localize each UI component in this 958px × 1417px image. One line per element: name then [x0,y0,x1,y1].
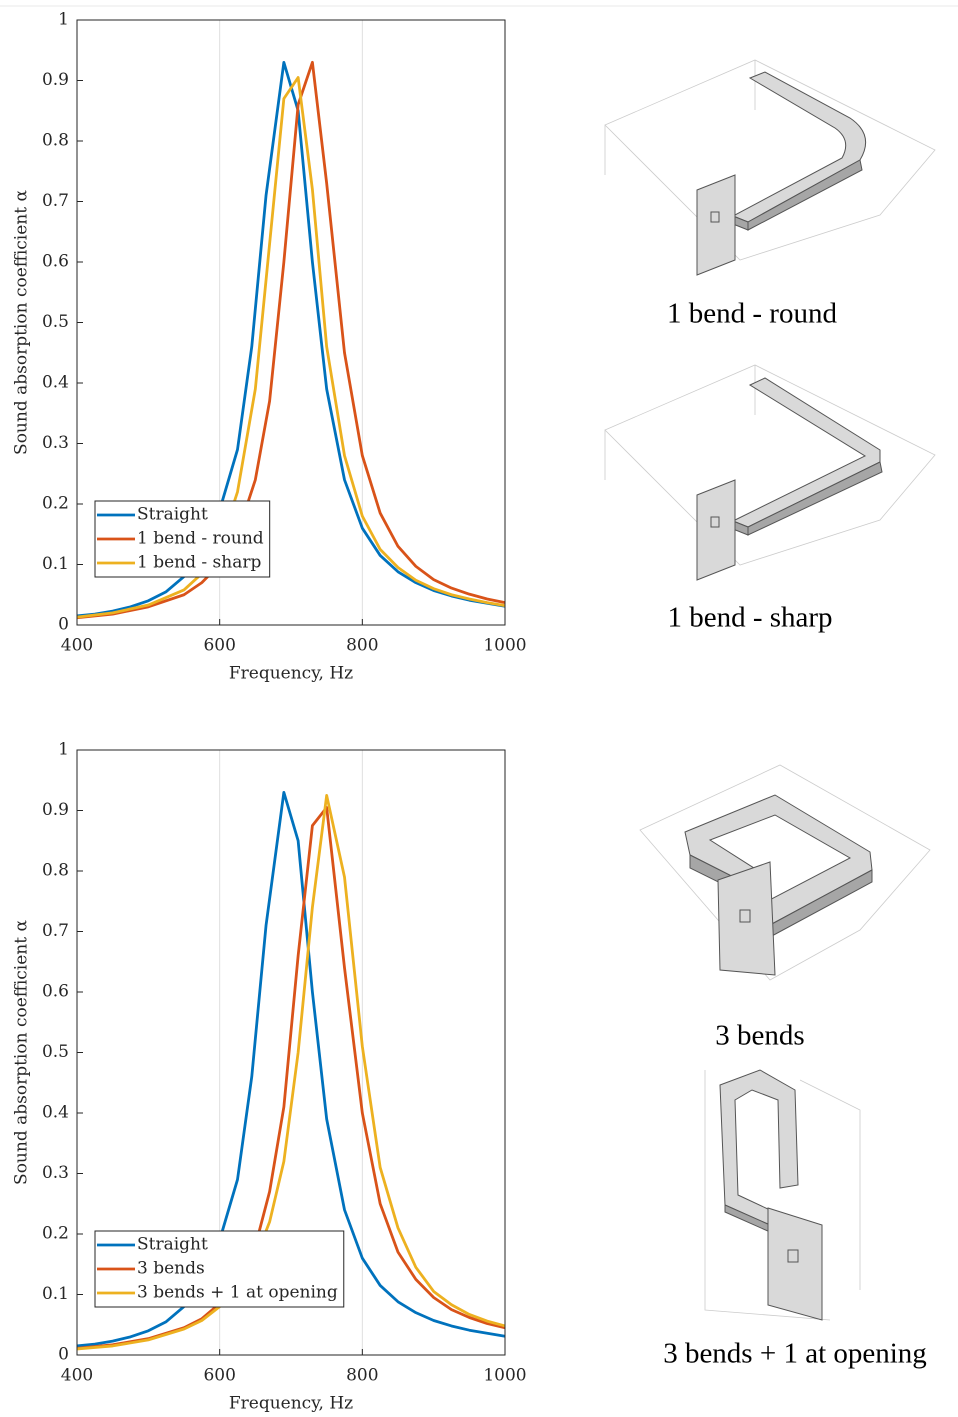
y-tick-label: 0.8 [42,861,69,881]
legend-label: 3 bends [137,1259,205,1279]
legend-label: 1 bend - round [137,529,264,549]
y-axis-title: Sound absorption coefficient α [12,920,32,1185]
x-axis-title: Frequency, Hz [229,1394,353,1414]
x-axis-title: Frequency, Hz [229,664,353,684]
figure: 400 600 800 1000 0 0.1 0.2 0.3 0.4 0.5 0.6 0.7 0.8 0.… [0,0,958,1417]
figure-caption: 3 bends [715,1020,804,1052]
legend-label: 3 bends + 1 at opening [137,1283,338,1303]
figure-caption: 1 bend - round [667,298,837,330]
y-tick-label: 0.8 [42,131,69,151]
x-tick-label: 600 [203,1366,235,1386]
model-1-bend-round [605,60,935,275]
y-tick-label: 0.1 [42,1284,69,1304]
x-tick-label: 400 [61,1366,93,1386]
y-axis-title: Sound absorption coefficient α [12,190,32,455]
model-1-bend-sharp [605,365,935,580]
y-tick-label: 0.3 [42,433,69,453]
y-tick-label: 0.9 [42,70,69,90]
y-tick-label: 0.3 [42,1163,69,1183]
figure-caption: 3 bends + 1 at opening [663,1338,927,1370]
y-tick-label: 0 [58,615,69,635]
y-tick-label: 0.2 [42,1224,69,1244]
model-3-bends-opening [705,1070,860,1320]
y-tick-label: 0.6 [42,252,69,272]
y-tick-label: 0.6 [42,982,69,1002]
x-tick-label: 1000 [483,1366,526,1386]
y-tick-label: 1 [58,740,69,760]
y-tick-label: 1 [58,10,69,30]
figure-caption: 1 bend - sharp [667,602,832,634]
y-tick-label: 0.5 [42,312,69,332]
x-tick-label: 400 [61,636,93,656]
x-tick-label: 800 [346,636,378,656]
x-tick-label: 600 [203,636,235,656]
x-tick-label: 800 [346,1366,378,1386]
y-tick-label: 0 [58,1345,69,1365]
legend-label: Straight [137,505,208,525]
y-tick-label: 0.9 [42,800,69,820]
model-3-bends [640,765,930,980]
y-tick-label: 0.7 [42,921,69,941]
y-tick-label: 0.2 [42,494,69,514]
x-tick-label: 1000 [483,636,526,656]
legend-label: 1 bend - sharp [137,553,261,573]
y-tick-label: 0.7 [42,191,69,211]
y-tick-label: 0.4 [42,373,69,393]
legend-label: Straight [137,1235,208,1255]
page: 400 600 800 1000 0 0.1 0.2 0.3 0.4 0.5 0.6 0.7 0.8 0.… [0,0,958,1417]
y-tick-label: 0.5 [42,1042,69,1062]
y-tick-label: 0.1 [42,554,69,574]
y-tick-label: 0.4 [42,1103,69,1123]
